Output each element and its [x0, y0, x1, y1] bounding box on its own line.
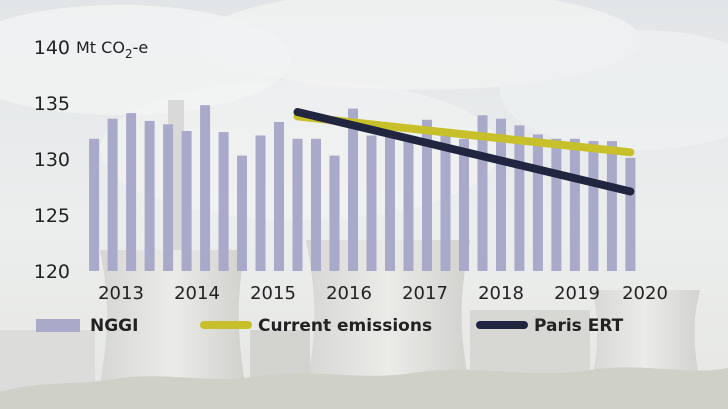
- nggi-bar: [311, 138, 321, 271]
- nggi-bar: [163, 124, 174, 271]
- legend-label-current-emissions: Current emissions: [258, 316, 432, 336]
- x-tick-label-2013: 2013: [98, 283, 144, 304]
- nggi-bar: [329, 155, 340, 271]
- legend-swatch-nggi: [36, 319, 80, 332]
- x-tick-label-2016: 2016: [326, 283, 372, 304]
- nggi-bar: [274, 122, 284, 271]
- x-axis: 2013 2014 2015 2016 2017 2018 2019 2020: [98, 283, 668, 304]
- legend-label-paris-ert: Paris ERT: [534, 316, 624, 336]
- nggi-bar: [218, 132, 229, 271]
- nggi-bar: [107, 118, 118, 271]
- nggi-bar: [144, 120, 155, 272]
- nggi-bar: [551, 138, 562, 271]
- y-unit-label: Mt CO2-e: [76, 38, 148, 61]
- y-axis: 140 135 130 125 120 Mt CO2-e: [34, 37, 148, 283]
- nggi-bar: [477, 115, 488, 271]
- nggi-bar: [385, 136, 395, 271]
- nggi-bar: [348, 108, 358, 271]
- nggi-bar: [403, 138, 414, 271]
- x-tick-label-2018: 2018: [478, 283, 524, 304]
- x-tick-label-2015: 2015: [250, 283, 296, 304]
- nggi-bar: [514, 125, 525, 272]
- nggi-bar: [126, 113, 137, 271]
- nggi-bar: [255, 135, 266, 271]
- legend-label-nggi: NGGI: [90, 316, 138, 336]
- y-tick-label-135: 135: [34, 93, 70, 115]
- y-tick-label-130: 130: [34, 149, 70, 171]
- y-tick-label-125: 125: [34, 205, 70, 227]
- nggi-bars: [89, 105, 636, 272]
- y-tick-label-120: 120: [34, 261, 70, 283]
- nggi-bar: [588, 141, 599, 271]
- nggi-bar: [181, 131, 192, 271]
- x-tick-label-2020: 2020: [622, 283, 668, 304]
- nggi-bar: [496, 118, 506, 271]
- nggi-bar: [440, 132, 451, 271]
- nggi-bar: [292, 138, 303, 271]
- paris-ert-line: [293, 108, 635, 196]
- y-tick-label-140: 140: [34, 37, 70, 59]
- nggi-bar: [606, 141, 617, 271]
- trend-lines: [293, 108, 635, 196]
- nggi-bar: [89, 138, 100, 271]
- nggi-bar: [459, 138, 469, 271]
- nggi-bar: [366, 135, 377, 271]
- nggi-bar: [200, 105, 211, 271]
- x-tick-label-2014: 2014: [174, 283, 220, 304]
- nggi-bar: [532, 134, 543, 271]
- x-tick-label-2019: 2019: [554, 283, 600, 304]
- legend: NGGI Current emissions Paris ERT: [36, 316, 624, 336]
- nggi-bar: [422, 119, 432, 271]
- nggi-bar: [569, 138, 580, 271]
- nggi-bar: [625, 157, 636, 271]
- x-tick-label-2017: 2017: [402, 283, 448, 304]
- nggi-bar: [237, 155, 247, 271]
